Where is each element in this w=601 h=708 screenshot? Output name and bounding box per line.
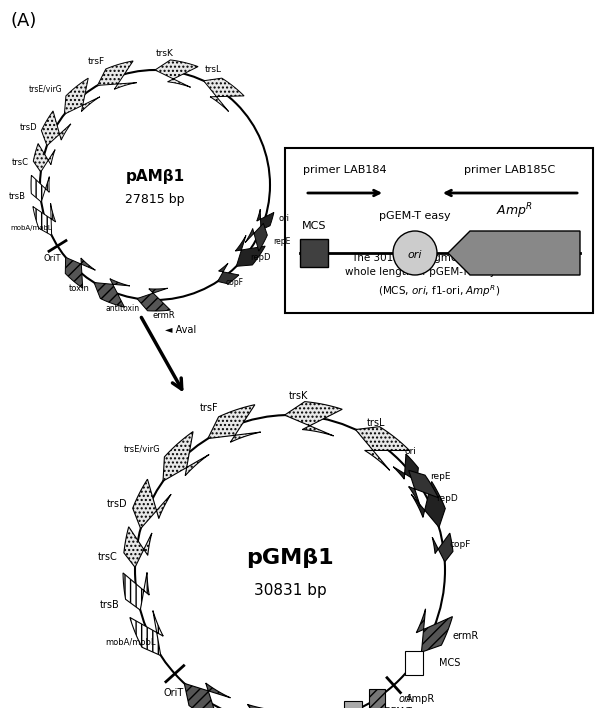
Polygon shape <box>257 210 274 230</box>
Polygon shape <box>94 279 130 307</box>
Polygon shape <box>218 263 239 284</box>
Bar <box>405 651 423 675</box>
Text: ori: ori <box>404 447 416 456</box>
Text: trsC: trsC <box>98 552 118 562</box>
Text: primer LAB184: primer LAB184 <box>303 165 387 175</box>
Text: copF: copF <box>449 540 471 549</box>
Bar <box>285 148 593 313</box>
Text: repE: repE <box>273 237 290 246</box>
Polygon shape <box>31 176 49 202</box>
Text: ori: ori <box>278 214 289 223</box>
Text: trsD: trsD <box>20 123 37 132</box>
Polygon shape <box>416 609 453 652</box>
Polygon shape <box>393 454 418 481</box>
Text: trsE/virG: trsE/virG <box>124 445 160 454</box>
Polygon shape <box>123 573 149 610</box>
Text: MCS: MCS <box>302 221 326 231</box>
Text: trsF: trsF <box>200 404 218 413</box>
Polygon shape <box>66 258 96 288</box>
Polygon shape <box>64 78 100 114</box>
Polygon shape <box>356 427 409 470</box>
Polygon shape <box>245 224 267 251</box>
Text: mobA/mobL: mobA/mobL <box>106 638 156 646</box>
Text: $\it{Amp^R}$: $\it{Amp^R}$ <box>496 201 534 221</box>
Text: antitoxin: antitoxin <box>105 304 139 313</box>
Text: ori: ori <box>407 250 423 260</box>
Text: ermR: ermR <box>153 312 175 321</box>
Bar <box>344 701 362 708</box>
Text: pGEM-T easy: pGEM-T easy <box>379 211 451 221</box>
Text: pGMβ1: pGMβ1 <box>246 548 334 568</box>
Polygon shape <box>228 704 274 708</box>
Bar <box>300 239 328 267</box>
Polygon shape <box>185 683 230 708</box>
Text: ermR: ermR <box>453 631 478 641</box>
Text: (A): (A) <box>10 12 37 30</box>
Text: 27815 bp: 27815 bp <box>125 193 185 205</box>
Polygon shape <box>33 203 56 236</box>
Polygon shape <box>448 231 580 275</box>
Circle shape <box>393 231 437 275</box>
Text: trsB: trsB <box>100 600 120 610</box>
Polygon shape <box>409 470 438 506</box>
Text: pGEM-T-easy: pGEM-T-easy <box>378 707 435 708</box>
Polygon shape <box>432 533 453 562</box>
Text: trsL: trsL <box>204 65 222 74</box>
Bar <box>368 688 385 708</box>
Polygon shape <box>204 78 244 111</box>
Text: ◄ AvaI: ◄ AvaI <box>165 325 197 335</box>
Text: trsD: trsD <box>107 499 128 510</box>
Text: AmpR: AmpR <box>406 694 435 704</box>
Polygon shape <box>137 288 170 311</box>
Text: mobA/mobL: mobA/mobL <box>10 225 52 232</box>
Polygon shape <box>411 481 445 527</box>
Text: 30831 bp: 30831 bp <box>254 583 326 598</box>
Text: trsF: trsF <box>88 57 105 66</box>
Text: repD: repD <box>436 494 459 503</box>
Text: trsC: trsC <box>12 158 29 167</box>
Polygon shape <box>124 527 152 567</box>
Polygon shape <box>208 405 261 442</box>
Polygon shape <box>133 479 171 529</box>
Text: toxin: toxin <box>69 284 90 293</box>
Text: repE: repE <box>430 472 451 481</box>
Text: ori: ori <box>398 694 412 704</box>
Text: trsK: trsK <box>289 391 308 401</box>
Text: trsL: trsL <box>367 418 385 428</box>
Polygon shape <box>33 144 55 172</box>
Text: trsE/virG: trsE/virG <box>29 85 63 94</box>
Polygon shape <box>130 610 163 656</box>
Text: trsB: trsB <box>9 192 26 201</box>
Polygon shape <box>285 401 342 436</box>
Polygon shape <box>97 61 137 89</box>
Text: OriT: OriT <box>163 688 184 698</box>
Text: primer LAB185C: primer LAB185C <box>465 165 556 175</box>
Text: copF: copF <box>225 278 243 287</box>
Polygon shape <box>155 60 198 87</box>
Text: The 3016 bp fragment containing
whole length of pGEM-T easy vector
(MCS, $\it{or: The 3016 bp fragment containing whole le… <box>346 253 532 299</box>
Text: repD: repD <box>251 253 271 262</box>
Polygon shape <box>163 432 209 481</box>
Polygon shape <box>236 236 265 266</box>
Polygon shape <box>41 111 71 146</box>
Text: MCS: MCS <box>439 658 460 668</box>
Text: OriT: OriT <box>44 254 61 263</box>
Text: pAMβ1: pAMβ1 <box>126 169 185 185</box>
Text: trsK: trsK <box>156 49 174 58</box>
